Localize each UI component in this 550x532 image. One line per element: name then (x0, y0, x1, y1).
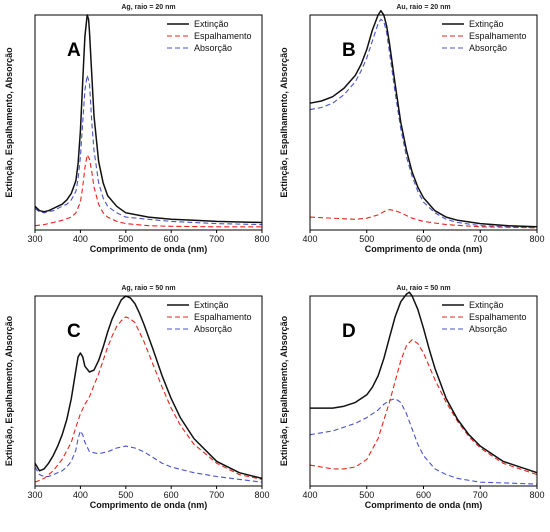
panel-c-ylabel: Extinção, Espalhamento, Absorção (4, 315, 14, 466)
panel-a-x-tick-label-700: 700 (209, 234, 224, 244)
panel-b-legend-label-absorcao: Absorção (469, 43, 507, 53)
panel-c-x-tick-label-800: 800 (254, 490, 269, 500)
panel-b-legend-label-extincao: Extinção (469, 19, 504, 29)
panel-d-ylabel: Extinção, Espalhamento, Absorção (279, 315, 289, 466)
panel-d-x-ticks: 400 500 600 700 800 (302, 486, 545, 500)
panel-b-series-absorcao (309, 18, 538, 229)
panel-c-legend-label-espalhamento: Espalhamento (194, 312, 252, 322)
panel-c-plot-frame (34, 295, 263, 487)
panel-b-letter: B (342, 40, 356, 61)
panel-d-series-absorcao (309, 398, 538, 485)
panel-c-curves (34, 295, 263, 483)
panel-b-x-tick-label-800: 800 (529, 234, 544, 244)
panel-a-letter: A (67, 40, 81, 61)
panel-a-x-tick-label-400: 400 (73, 234, 88, 244)
panel-c-series-absorcao (34, 430, 263, 483)
panel-c-x-tick-label-300: 300 (27, 490, 42, 500)
panel-d-x-tick-label-500: 500 (359, 490, 374, 500)
panel-b-x-tick-label-700: 700 (473, 234, 488, 244)
panel-a-x-tick-label-600: 600 (164, 234, 179, 244)
panel-a-legend: Extinção Espalhamento Absorção (167, 19, 252, 53)
panel-c-x-tick-label-500: 500 (118, 490, 133, 500)
panel-c-legend: Extinção Espalhamento Absorção (167, 300, 252, 334)
panel-c-series-extincao (34, 295, 263, 480)
panel-d-title: Au, raio = 50 nm (396, 285, 450, 292)
panel-a-legend-label-espalhamento: Espalhamento (194, 31, 252, 41)
panel-d-x-tick-label-400: 400 (302, 490, 317, 500)
panel-c-x-ticks: 300 400 500 600 700 800 (27, 486, 270, 500)
panel-c-x-tick-label-700: 700 (209, 490, 224, 500)
panel-c-title: Ag, raio = 50 nm (121, 285, 175, 292)
panel-b-x-tick-label-600: 600 (416, 234, 431, 244)
panel-b-ylabel: Extinção, Espalhamento, Absorção (279, 47, 289, 198)
panel-b-x-tick-label-500: 500 (359, 234, 374, 244)
panel-d-letter: D (342, 321, 356, 342)
panel-a-series-absorcao (34, 74, 263, 226)
panel-a-title: Ag, raio = 20 nm (121, 4, 175, 11)
panel-b-x-ticks: 400 500 600 700 800 (302, 230, 545, 244)
panel-c-x-tick-label-600: 600 (164, 490, 179, 500)
panel-b-plot-frame (309, 14, 538, 231)
panel-c-legend-label-extincao: Extinção (194, 300, 229, 310)
panel-a-plot-frame (34, 14, 263, 231)
panel-d-legend-label-espalhamento: Espalhamento (469, 312, 527, 322)
panel-a-legend-label-absorcao: Absorção (194, 43, 232, 53)
panel-d-legend-label-absorcao: Absorção (469, 324, 507, 334)
panel-b-series-espalhamento (309, 209, 538, 229)
panel-d-x-tick-label-800: 800 (529, 490, 544, 500)
panel-c-legend-label-absorcao: Absorção (194, 324, 232, 334)
panel-a-x-tick-label-300: 300 (27, 234, 42, 244)
panel-b-legend: Extinção Espalhamento Absorção (442, 19, 527, 53)
panel-d-x-tick-label-600: 600 (416, 490, 431, 500)
panel-c: Ag, raio = 50 nm Extinção, Espalhamento,… (4, 285, 270, 510)
panel-d-x-tick-label-700: 700 (473, 490, 488, 500)
panel-b-curves (309, 9, 538, 229)
panel-a-x-ticks: 300 400 500 600 700 800 (27, 230, 270, 244)
panel-c-letter: C (67, 321, 81, 342)
panel-a-ylabel: Extinção, Espalhamento, Absorção (4, 47, 14, 198)
panel-d-series-extincao (310, 291, 538, 474)
panel-a-legend-label-extincao: Extinção (194, 19, 229, 29)
panel-d-series-espalhamento (309, 339, 538, 476)
panel-b: Au, raio = 20 nm Extinção, Espalhamento,… (279, 4, 545, 254)
panel-d-curves (309, 291, 538, 485)
panel-a-x-tick-label-500: 500 (118, 234, 133, 244)
panel-a-series-espalhamento (34, 154, 262, 228)
panel-b-series-extincao (309, 9, 538, 228)
panel-b-x-tick-label-400: 400 (302, 234, 317, 244)
panel-d-legend-label-extincao: Extinção (469, 300, 504, 310)
panel-d-plot-frame (309, 295, 538, 487)
panel-d-xlabel: Comprimento de onda (nm) (365, 500, 483, 510)
panel-c-series-espalhamento (34, 316, 263, 483)
panel-b-title: Au, raio = 20 nm (396, 4, 450, 11)
panel-b-legend-label-espalhamento: Espalhamento (469, 31, 527, 41)
panel-c-x-tick-label-400: 400 (73, 490, 88, 500)
panel-d-legend: Extinção Espalhamento Absorção (442, 300, 527, 334)
panel-b-xlabel: Comprimento de onda (nm) (365, 244, 483, 254)
panel-c-xlabel: Comprimento de onda (nm) (90, 500, 208, 510)
panel-a-x-tick-label-800: 800 (254, 234, 269, 244)
panel-a: Ag, raio = 20 nm Extinção, Espalhamento,… (4, 4, 270, 254)
panel-a-xlabel: Comprimento de onda (nm) (90, 244, 208, 254)
panel-d: Au, raio = 50 nm Extinção, Espalhamento,… (279, 285, 545, 510)
